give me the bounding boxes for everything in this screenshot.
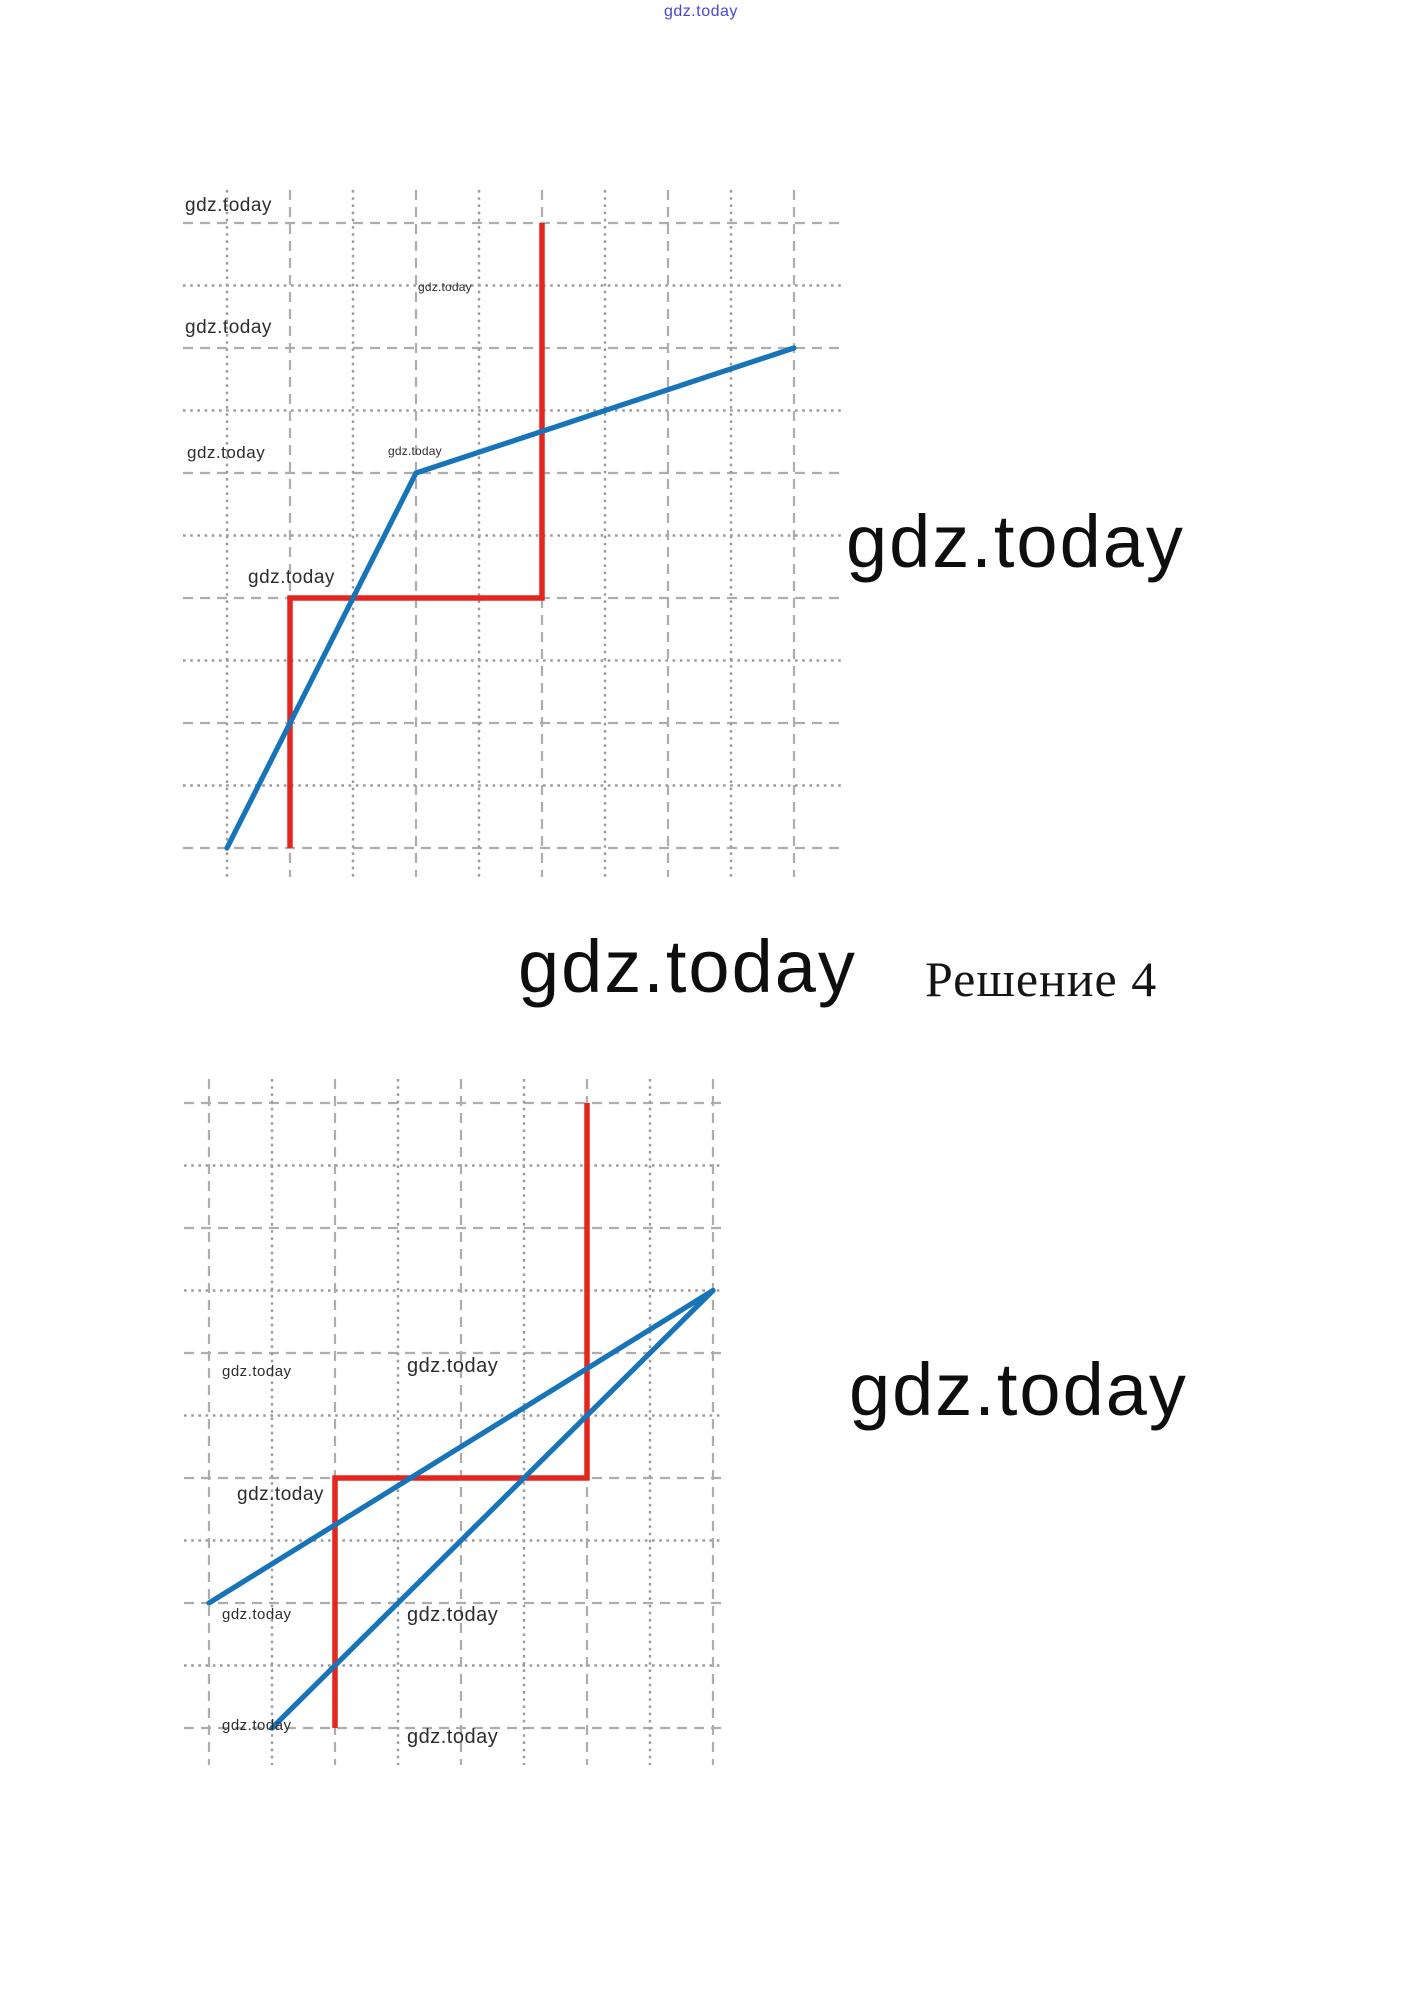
line-a-shallow — [206, 1287, 716, 1606]
side-watermark-upper: gdz.today — [846, 500, 1185, 583]
watermark-chart2-row3-left: gdz.today — [222, 1606, 292, 1623]
watermark-chart1-left-bottom: gdz.today — [248, 567, 335, 588]
watermark-chart2-row4-left: gdz.today — [222, 1717, 292, 1734]
watermark-chart2-row1-left: gdz.today — [222, 1363, 292, 1380]
solution-heading: Решение 4 — [925, 951, 1158, 1007]
watermark-chart1-left-mid: gdz.today — [185, 317, 272, 338]
watermark-chart1-left-low: gdz.today — [187, 443, 266, 462]
red-reading-lines — [332, 1103, 590, 1728]
line-b-steep — [269, 1287, 716, 1731]
side-watermark-lower: gdz.today — [849, 1348, 1188, 1431]
watermark-chart1-tiny-vertex: gdz.today — [388, 444, 442, 458]
watermark-chart2-row1-mid: gdz.today — [407, 1355, 499, 1377]
top-watermark: gdz.today — [664, 3, 738, 20]
watermark-chart2-row2-left: gdz.today — [237, 1484, 324, 1505]
watermark-chart2-row3-mid: gdz.today — [407, 1604, 499, 1626]
middle-watermark: gdz.today — [518, 925, 857, 1008]
piecewise-function — [224, 345, 797, 851]
watermark-chart1-left-top: gdz.today — [185, 195, 272, 216]
watermark-chart1-tiny-upper: gdz.today — [418, 280, 472, 294]
watermark-chart2-row4-mid: gdz.today — [407, 1726, 499, 1748]
chart-1 — [183, 190, 843, 877]
chart-2 — [184, 1079, 724, 1765]
